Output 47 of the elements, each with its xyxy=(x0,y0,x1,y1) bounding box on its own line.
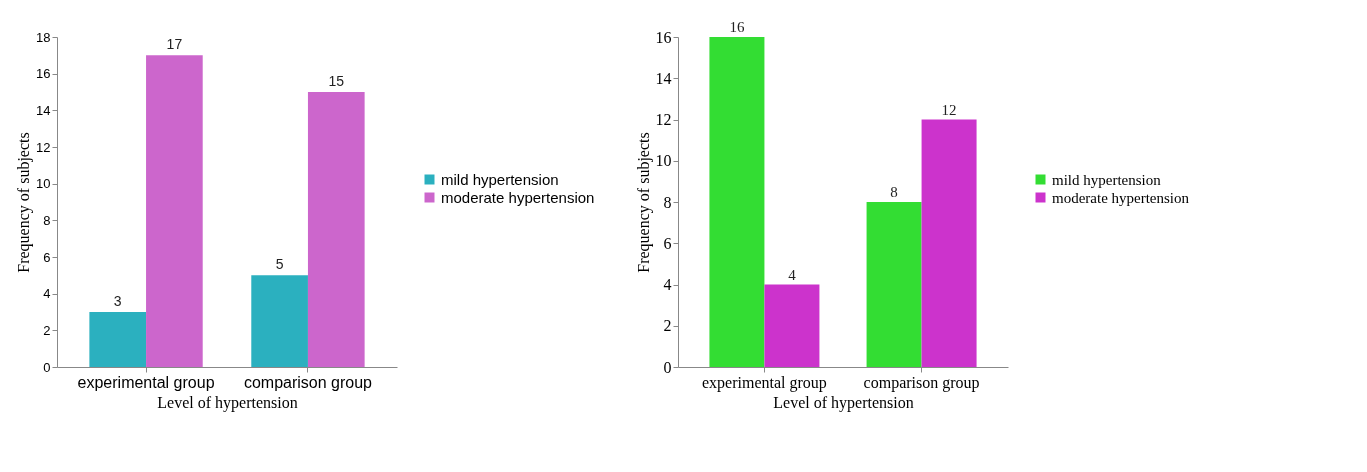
y-tick-label: 16 xyxy=(36,66,51,82)
x-tick-label: experimental group xyxy=(77,373,215,391)
y-tick-label: 16 xyxy=(655,28,672,46)
legend-label: mild hypertension xyxy=(1052,171,1162,188)
y-tick-label: 2 xyxy=(663,317,672,335)
bar xyxy=(251,275,308,367)
data-label: 17 xyxy=(166,36,183,53)
y-tick-label: 6 xyxy=(663,234,672,252)
data-label: 4 xyxy=(788,266,797,283)
data-label: 8 xyxy=(890,184,898,200)
y-axis-title: Frequency of subjects xyxy=(15,132,34,273)
data-label: 12 xyxy=(941,101,957,118)
y-tick-label: 6 xyxy=(43,249,51,265)
y-tick-label: 8 xyxy=(663,193,672,211)
y-tick-label: 4 xyxy=(43,286,51,302)
bar xyxy=(921,119,977,367)
x-axis-title: Level of hypertension xyxy=(773,393,914,412)
data-label: 5 xyxy=(275,256,284,273)
data-label: 3 xyxy=(113,293,122,309)
x-axis-title: Level of hypertension xyxy=(157,393,298,412)
x-tick-label: comparison group xyxy=(863,373,980,392)
legend-label: mild hypertension xyxy=(441,170,559,188)
bar xyxy=(89,312,147,367)
y-tick-label: 2 xyxy=(43,322,51,338)
bar xyxy=(709,37,765,367)
y-tick-label: 4 xyxy=(663,276,672,293)
y-tick-label: 12 xyxy=(36,139,51,155)
y-tick-label: 12 xyxy=(655,111,672,128)
bar xyxy=(307,92,365,367)
bar xyxy=(866,202,922,367)
y-tick-label: 0 xyxy=(43,359,51,375)
y-tick-label: 10 xyxy=(655,152,672,170)
bar xyxy=(764,284,820,367)
y-tick-label: 0 xyxy=(663,358,672,376)
y-tick-label: 14 xyxy=(655,69,672,87)
x-tick-label: comparison group xyxy=(243,373,373,391)
legend-label: moderate hypertension xyxy=(441,188,595,206)
data-label: 15 xyxy=(328,73,345,89)
legend-label: moderate hypertension xyxy=(1052,189,1190,206)
data-label: 16 xyxy=(729,19,745,35)
y-axis-title: Frequency of subjects xyxy=(634,132,653,273)
bar xyxy=(146,55,203,367)
x-tick-label: experimental group xyxy=(702,373,827,392)
y-tick-label: 8 xyxy=(43,212,51,228)
y-tick-label: 10 xyxy=(36,176,51,192)
y-tick-label: 14 xyxy=(36,102,51,118)
y-tick-label: 18 xyxy=(36,29,51,45)
